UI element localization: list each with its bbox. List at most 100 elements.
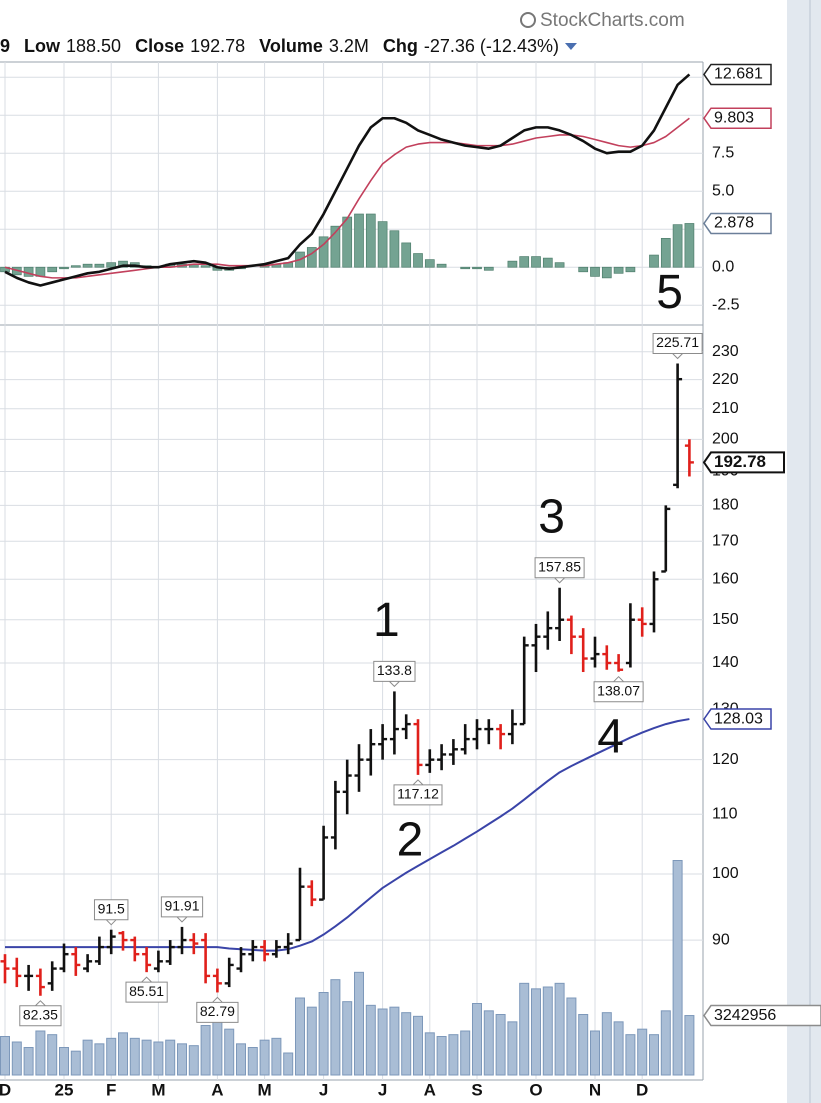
volume-bar — [590, 1030, 600, 1076]
quote-label: Close — [135, 36, 184, 56]
price-label-box — [652, 332, 703, 360]
histogram-value-box — [703, 212, 772, 235]
price-label-box — [160, 896, 204, 923]
histogram-bar — [342, 216, 353, 268]
dropdown-caret — [564, 43, 577, 50]
volume-bar — [200, 1025, 211, 1076]
volume-bar — [106, 1037, 117, 1076]
y-tick-label: 160 — [712, 570, 739, 587]
histogram-bar — [306, 247, 317, 268]
histogram-bar — [330, 225, 341, 268]
y-tick-label: 100 — [712, 865, 739, 882]
price-label: 138.07 — [597, 682, 640, 698]
quote-label: Low — [24, 36, 61, 56]
close-value: 192.78 — [714, 452, 766, 471]
volume-bar — [177, 1043, 187, 1076]
volume-bar — [236, 1043, 246, 1076]
brand-icon — [520, 12, 536, 28]
volume-bar — [649, 1034, 659, 1076]
volume-bar — [82, 1039, 93, 1076]
volume-bar — [283, 1052, 294, 1076]
volume-bar — [59, 1047, 69, 1076]
volume-bar — [625, 1034, 636, 1076]
volume-bar — [118, 1032, 128, 1076]
price-label: 91.5 — [98, 900, 125, 916]
volume-bar — [448, 1034, 459, 1076]
volume-bar — [94, 1043, 105, 1076]
volume-bar — [23, 1047, 34, 1076]
macd-value-box — [703, 63, 772, 86]
volume-bar — [672, 860, 683, 1076]
x-tick-label: J — [319, 1080, 328, 1099]
y-tick-label: 110 — [712, 805, 738, 822]
histogram-bar — [436, 263, 447, 268]
quote-line: 9 Low 188.50 Close 192.78 Volume 3.2M Chg -27.36… — [0, 36, 559, 56]
volume-bar — [0, 1036, 10, 1076]
histogram-bar — [389, 230, 400, 268]
price-label-box — [19, 1000, 62, 1027]
signal-line — [4, 117, 690, 279]
histogram-bar — [660, 237, 671, 268]
volume-bar — [247, 1047, 258, 1076]
volume-bar — [306, 1006, 317, 1076]
price-label: 82.79 — [200, 1003, 235, 1019]
volume-bar — [519, 982, 530, 1076]
histogram-bar — [542, 257, 553, 268]
x-tick-label: A — [424, 1080, 436, 1099]
histogram-bar — [472, 266, 482, 270]
histogram-bar — [70, 265, 81, 268]
ma-value-box — [703, 708, 772, 730]
volume-bar — [259, 1039, 270, 1076]
volume-bar — [554, 982, 565, 1076]
quote-label: Chg — [383, 36, 418, 56]
y-tick-label: 210 — [712, 400, 739, 417]
volume-bar — [70, 1050, 81, 1076]
histogram-value: 2.878 — [714, 215, 754, 232]
y-tick-label: 140 — [712, 654, 739, 671]
volume-bar — [660, 1010, 671, 1076]
histogram-bar — [200, 265, 211, 268]
histogram-bar — [519, 256, 530, 268]
histogram-bar — [82, 263, 93, 268]
volume-bar — [35, 1030, 46, 1076]
histogram-bar — [483, 266, 494, 271]
volume-bar — [224, 1028, 235, 1076]
volume-bar — [507, 1021, 518, 1076]
macd-tick-label: 0.0 — [712, 258, 734, 275]
price-label-box — [593, 675, 644, 703]
macd-tick-label: 7.5 — [712, 144, 734, 161]
volume-bar — [153, 1041, 164, 1076]
quote-value: -27.36 (-12.43%) — [424, 36, 559, 56]
x-tick-label: S — [471, 1080, 482, 1099]
volume-bar — [401, 1012, 412, 1076]
volume-bar — [11, 1041, 22, 1076]
brand: StockCharts.com — [540, 10, 685, 31]
price-label: 85.51 — [129, 983, 164, 999]
x-tick-label: 25 — [55, 1080, 74, 1099]
histogram-bar — [354, 213, 364, 268]
histogram-bar — [94, 263, 105, 268]
price-label-box — [373, 660, 416, 688]
price-label: 117.12 — [397, 786, 439, 802]
y-tick-label: 150 — [712, 611, 739, 628]
macd-tick-label: -2.5 — [712, 296, 740, 313]
price-label: 133.8 — [377, 662, 412, 678]
histogram-bar — [507, 260, 518, 268]
histogram-bar — [413, 253, 423, 268]
volume-bar — [354, 971, 364, 1076]
histogram-bar — [578, 266, 589, 273]
histogram-bar — [365, 213, 376, 268]
x-tick-label: M — [258, 1080, 272, 1099]
ma-value: 128.03 — [714, 710, 763, 727]
x-tick-label: F — [106, 1080, 116, 1099]
histogram-bar — [318, 236, 329, 268]
volume-bar — [566, 997, 577, 1076]
histogram-bar — [424, 259, 435, 268]
price-label: 91.91 — [164, 898, 199, 914]
volume-bar — [424, 1032, 435, 1076]
macd-line — [4, 73, 691, 287]
volume-bar — [212, 1014, 223, 1076]
quote-fragment: 9 — [0, 36, 10, 56]
volume-bar — [601, 1012, 612, 1076]
volume-bar — [460, 1030, 471, 1076]
